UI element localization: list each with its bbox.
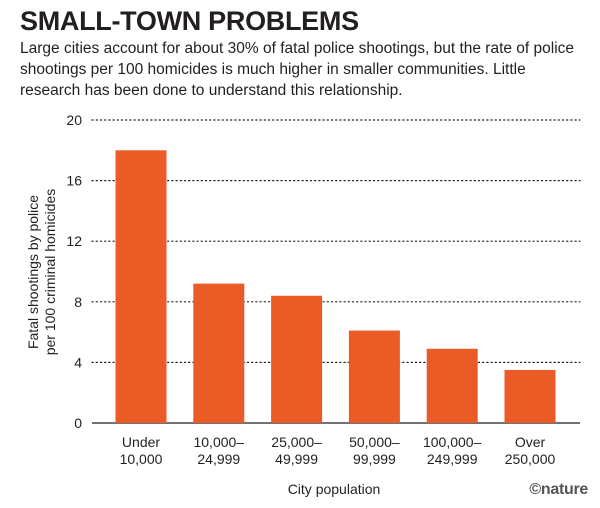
- x-category-label: 99,999: [353, 451, 396, 467]
- bars: [115, 150, 556, 424]
- chart-title: SMALL-TOWN PROBLEMS: [20, 6, 359, 36]
- x-category-label: 10,000: [120, 451, 163, 467]
- x-category-label: 24,999: [197, 451, 240, 467]
- y-axis-title-line: per 100 criminal homicides: [42, 189, 58, 356]
- bar: [348, 330, 400, 423]
- x-category-label: 250,000: [505, 451, 556, 467]
- y-tick-label: 8: [74, 294, 82, 310]
- y-tick-label: 20: [66, 112, 82, 128]
- y-axis-title-line: Fatal shootings by police: [25, 195, 41, 349]
- gridlines: [91, 119, 581, 424]
- chart-subtitle: Large cities account for about 30% of fa…: [20, 40, 575, 99]
- bar: [115, 150, 167, 424]
- bar: [426, 348, 478, 423]
- x-category-label: Over: [515, 434, 546, 450]
- x-category-label: 100,000–: [423, 434, 482, 450]
- nature-credit: ©nature: [529, 481, 588, 499]
- y-tick-label: 12: [66, 233, 82, 249]
- y-axis-ticks: 0 4 8 12 16 20: [66, 112, 82, 431]
- x-category-label: 49,999: [275, 451, 318, 467]
- y-tick-label: 0: [74, 415, 82, 431]
- y-axis-title: Fatal shootings by police per 100 crimina…: [25, 189, 58, 356]
- x-category-label: Under: [122, 434, 160, 450]
- bar: [504, 369, 556, 423]
- x-axis-title: City population: [288, 481, 381, 497]
- y-tick-label: 4: [74, 354, 82, 370]
- x-category-label: 10,000–: [193, 434, 244, 450]
- copyright-symbol: ©: [529, 481, 541, 498]
- y-tick-label: 16: [66, 173, 82, 189]
- x-category-label: 50,000–: [349, 434, 400, 450]
- nature-logo-text: nature: [540, 481, 588, 498]
- x-category-label: 249,999: [427, 451, 478, 467]
- x-category-label: 25,000–: [271, 434, 322, 450]
- bar: [271, 295, 323, 423]
- bar: [193, 283, 245, 423]
